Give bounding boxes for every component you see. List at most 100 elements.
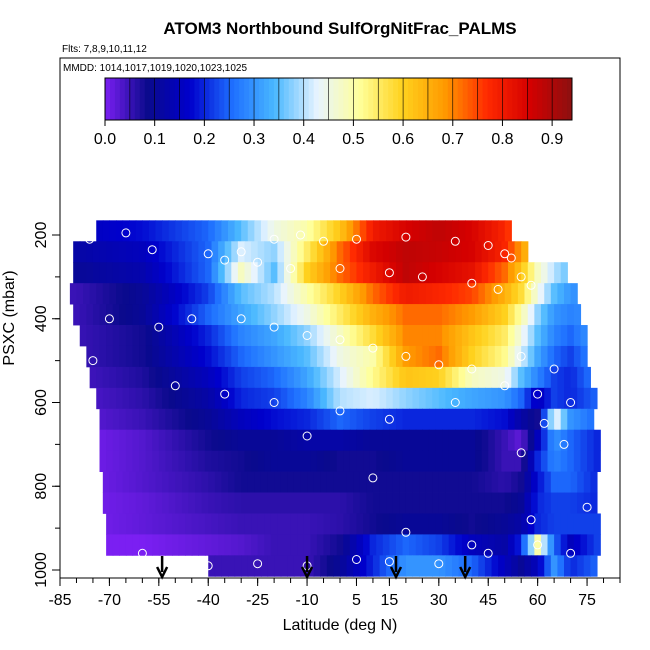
heat-cell <box>297 304 305 326</box>
heat-cell <box>428 534 437 556</box>
heat-cell <box>297 534 305 556</box>
heat-cell <box>356 345 364 368</box>
heat-cell <box>392 387 400 410</box>
colorbar-segment <box>124 78 131 120</box>
heat-cell <box>465 387 473 410</box>
heat-cell <box>481 345 489 368</box>
heat-cell <box>557 366 565 389</box>
heat-cell <box>132 513 140 535</box>
heat-cell <box>270 241 279 263</box>
heat-cell <box>293 283 302 305</box>
heat-cell <box>593 450 601 472</box>
heat-cell <box>442 534 450 556</box>
sample-point <box>500 381 510 391</box>
heat-cell <box>165 325 173 347</box>
colorbar-segment <box>422 78 429 120</box>
heat-cell <box>554 429 562 452</box>
heat-cell <box>208 492 216 514</box>
heat-cell <box>221 471 229 493</box>
heat-cell <box>471 387 479 410</box>
heat-cell <box>399 366 407 389</box>
heat-cell <box>484 283 493 305</box>
heat-cell <box>112 325 120 347</box>
heat-cell <box>191 513 199 535</box>
heat-cell <box>448 262 456 284</box>
heat-cell <box>501 345 509 368</box>
heat-cell <box>224 262 232 284</box>
heat-cell <box>428 304 437 326</box>
heat-cell <box>409 241 417 263</box>
sample-point <box>526 515 536 525</box>
heat-cell <box>323 513 331 535</box>
heat-cell <box>425 492 433 514</box>
heat-cell <box>560 534 568 556</box>
heat-cell <box>359 555 367 577</box>
heat-cell <box>201 220 209 242</box>
heat-cell <box>320 366 328 389</box>
heat-cell <box>330 450 338 472</box>
heat-cell <box>228 555 236 577</box>
heat-cell <box>254 220 262 242</box>
heat-cell <box>287 387 295 410</box>
heat-cell <box>343 262 351 284</box>
colorbar-segment <box>169 78 176 120</box>
heat-cell <box>461 408 470 431</box>
heat-cell <box>336 241 344 263</box>
colorbar-tick-label: 0.2 <box>193 131 215 148</box>
colorbar-ticks: 0.0 0.1 0.2 0.3 0.4 0.5 0.6 0.7 0.8 0.9 <box>94 78 563 148</box>
colorbar-segment <box>388 78 394 120</box>
heat-cell <box>405 387 414 410</box>
heat-cell <box>270 429 279 452</box>
heat-cell <box>300 283 308 305</box>
heat-cell <box>129 283 137 305</box>
heat-cell <box>494 345 503 368</box>
heat-cell <box>501 450 509 472</box>
sample-point <box>85 234 95 244</box>
heat-cell <box>290 345 298 368</box>
heat-cell <box>508 408 516 431</box>
heat-cell <box>165 450 173 472</box>
heat-cell <box>501 408 509 431</box>
heat-cell <box>185 325 193 347</box>
sample-point <box>368 343 378 353</box>
heat-cell <box>534 325 542 347</box>
heat-cell <box>139 450 147 472</box>
heat-cell <box>148 220 157 242</box>
heat-cell <box>228 366 236 389</box>
heat-cell <box>231 429 239 452</box>
heat-cell <box>303 241 311 263</box>
heat-cell <box>142 220 150 242</box>
heat-cell <box>218 262 226 284</box>
heat-cell <box>165 345 173 368</box>
flight-arrow-head <box>155 566 169 580</box>
colorbar-segment <box>507 78 513 120</box>
heat-cell <box>73 262 81 284</box>
heat-cell <box>435 450 443 472</box>
heat-cell <box>504 555 512 577</box>
heat-cell <box>198 262 206 284</box>
heat-cell <box>359 387 367 410</box>
heat-cell <box>554 408 562 431</box>
heat-cell <box>181 492 190 514</box>
heat-cell <box>573 408 582 431</box>
heat-cell <box>537 387 545 410</box>
heat-cell <box>573 450 582 472</box>
y-tick-label: 1000 <box>33 552 50 588</box>
heat-cell <box>145 262 153 284</box>
colorbar-segment <box>353 78 359 120</box>
heat-cell <box>590 555 598 577</box>
heat-cell <box>396 325 404 347</box>
sample-point <box>417 272 427 282</box>
heat-cell <box>343 450 351 472</box>
heat-cell <box>303 345 311 368</box>
heat-cell <box>521 513 529 535</box>
heat-cell <box>297 241 305 263</box>
heat-cell <box>382 450 391 472</box>
heat-cell <box>445 220 453 242</box>
heat-cell <box>491 555 499 577</box>
heat-cell <box>349 262 358 284</box>
heat-cell <box>333 220 341 242</box>
heat-cell <box>270 345 279 368</box>
heat-cell <box>452 366 460 389</box>
heat-cell <box>284 241 292 263</box>
